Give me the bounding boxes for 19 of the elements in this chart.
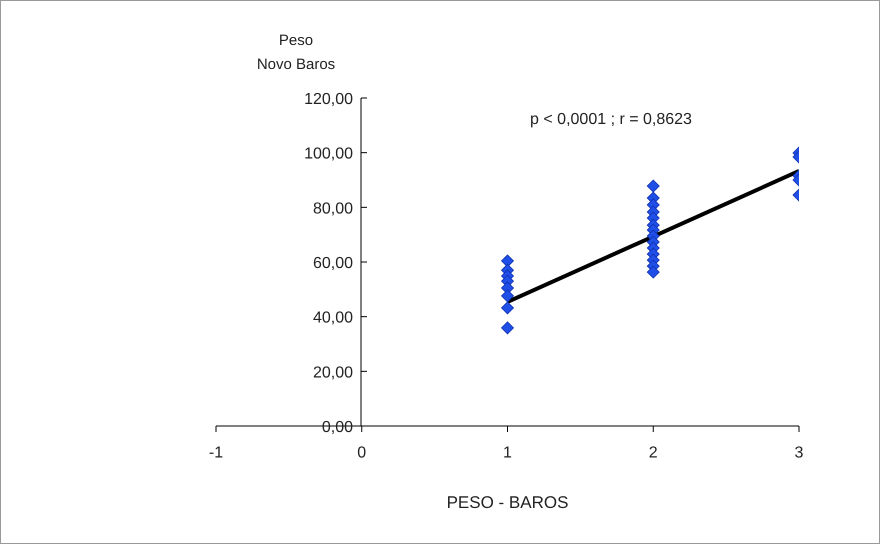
annotation: p < 0,0001 ; r = 0,8623 — [529, 111, 693, 129]
x-tick-label: 1 — [503, 444, 512, 462]
x-tick-label: 2 — [648, 444, 658, 462]
y-tick-label: 80,00 — [312, 200, 354, 218]
x-tick-label: 0 — [357, 444, 366, 462]
x-tick-label: 3 — [794, 444, 804, 462]
y-tick-label: 120,00 — [304, 91, 354, 108]
x-tick-label: -1 — [208, 444, 224, 462]
y-tick-label: 20,00 — [312, 364, 354, 382]
point — [646, 180, 660, 192]
x-axis-title: PESO - BAROS — [446, 493, 568, 512]
point — [501, 289, 514, 302]
y-tick-label: 60,00 — [312, 255, 354, 272]
y-tick-label: 100,00 — [304, 146, 354, 163]
y-tick-label: 40,00 — [312, 310, 354, 327]
point — [646, 266, 660, 279]
point — [501, 302, 514, 314]
point — [501, 321, 514, 334]
y-axis-title: Peso Novo Baros — [256, 31, 336, 75]
